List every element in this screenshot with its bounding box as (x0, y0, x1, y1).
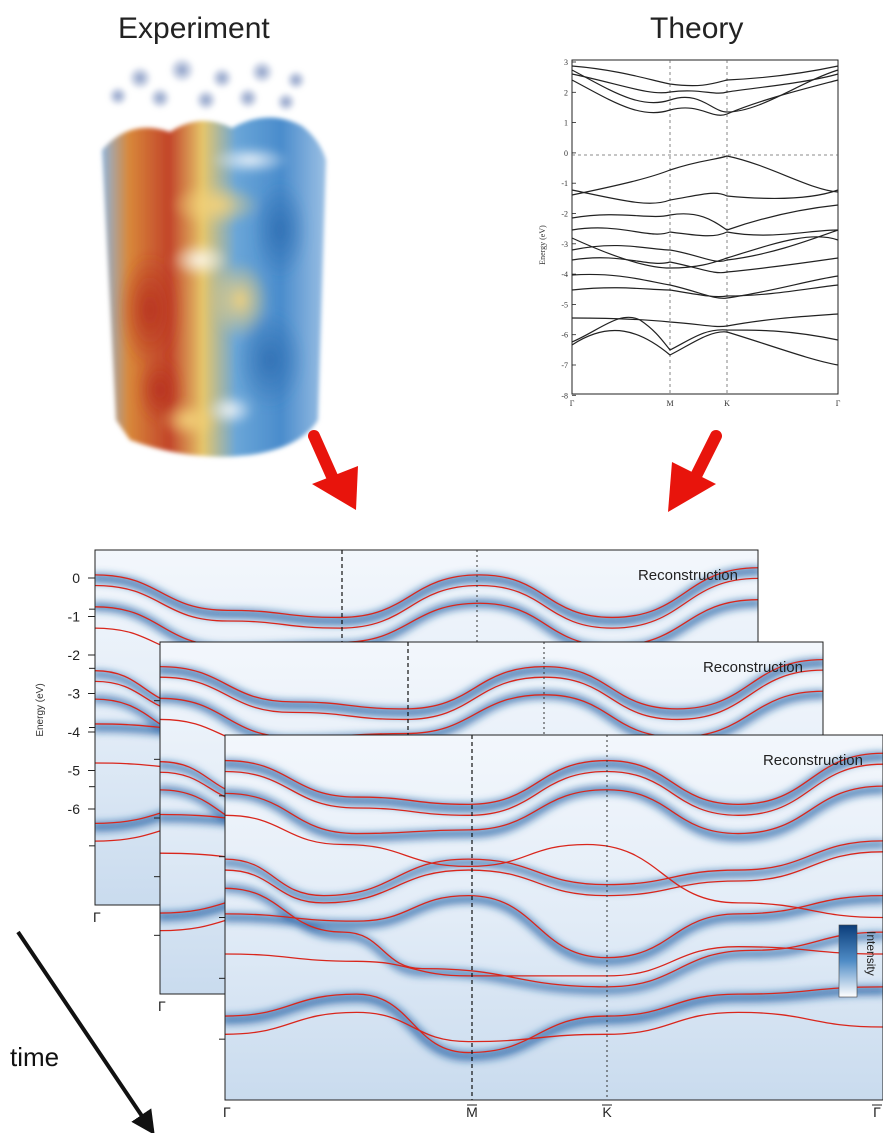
reconstruction-xtick-label: M (466, 1104, 478, 1120)
theory-ytick-label: -1 (561, 179, 568, 188)
theory-band-plot: 3 2 1 0 -1 -2 -3 -4 -5 -6 -7 -8 Energy (eV) Γ M K Γ (538, 58, 841, 408)
theory-xtick-label: M (666, 399, 673, 408)
time-label: time (10, 1042, 60, 1072)
reconstruction-label: Reconstruction (763, 752, 863, 769)
theory-ylabel: Energy (eV) (538, 225, 547, 265)
reconstruction-xtick-label: K (602, 1104, 612, 1120)
theory-plot-frame (571, 59, 839, 395)
colorbar-label: Intensity (864, 931, 878, 976)
gamma-tick-label: Γ (223, 1104, 231, 1120)
theory-ytick-label: -5 (561, 300, 568, 309)
theory-ytick-label: -2 (561, 210, 568, 219)
theory-ytick-label: 1 (564, 119, 568, 128)
experiment-volume (102, 57, 326, 457)
intensity-bands (225, 752, 883, 1061)
reconstruction-label: Reconstruction (638, 567, 738, 584)
reconstruction-ytick-label: 0 (72, 570, 80, 586)
theory-ytick-label: -4 (561, 270, 568, 279)
experiment-heading: Experiment (118, 12, 270, 45)
theory-ytick-label: 3 (564, 58, 568, 67)
reconstruction-ytick-label: -1 (68, 609, 81, 625)
theory-ytick-label: -8 (561, 391, 568, 400)
reconstruction-label: Reconstruction (703, 659, 803, 676)
reconstruction-ytick-label: -6 (68, 801, 81, 817)
theory-ytick-label: 0 (564, 149, 568, 158)
theory-heading: Theory (650, 12, 744, 45)
reconstruction-xtick-label: Γ (873, 1104, 881, 1120)
reconstruction-ytick-label: -4 (68, 724, 81, 740)
theory-xtick-label: K (724, 399, 730, 408)
theory-ytick-label: -3 (561, 240, 568, 249)
reconstruction-panel-3: Reconstruction Γ M K Γ Intensity (219, 734, 883, 1120)
theory-xtick-label: Γ (570, 399, 575, 408)
theory-xtick-label: Γ (836, 399, 841, 408)
reconstruction-ylabel: Energy (eV) (35, 683, 46, 736)
reconstruction-ytick-label: -5 (68, 763, 81, 779)
theory-arrow (668, 430, 722, 512)
theory-ytick-label: -6 (561, 331, 568, 340)
intensity-colorbar (838, 924, 858, 998)
time-arrow (16, 930, 155, 1133)
theory-bands (571, 65, 839, 366)
theory-ytick-label: 2 (564, 88, 568, 97)
gamma-tick-label: Γ (93, 909, 101, 925)
gamma-tick-label: Γ (158, 998, 166, 1014)
experiment-arrow (308, 430, 358, 510)
theory-ytick-label: -7 (561, 361, 568, 370)
reconstruction-ytick-label: -3 (68, 686, 81, 702)
reconstruction-ytick-label: -2 (68, 647, 81, 663)
fitted-bands (225, 752, 883, 1054)
reconstruction-energy-axis: Energy (eV) 0 -1 -2 -3 -4 -5 -6 (35, 570, 95, 817)
